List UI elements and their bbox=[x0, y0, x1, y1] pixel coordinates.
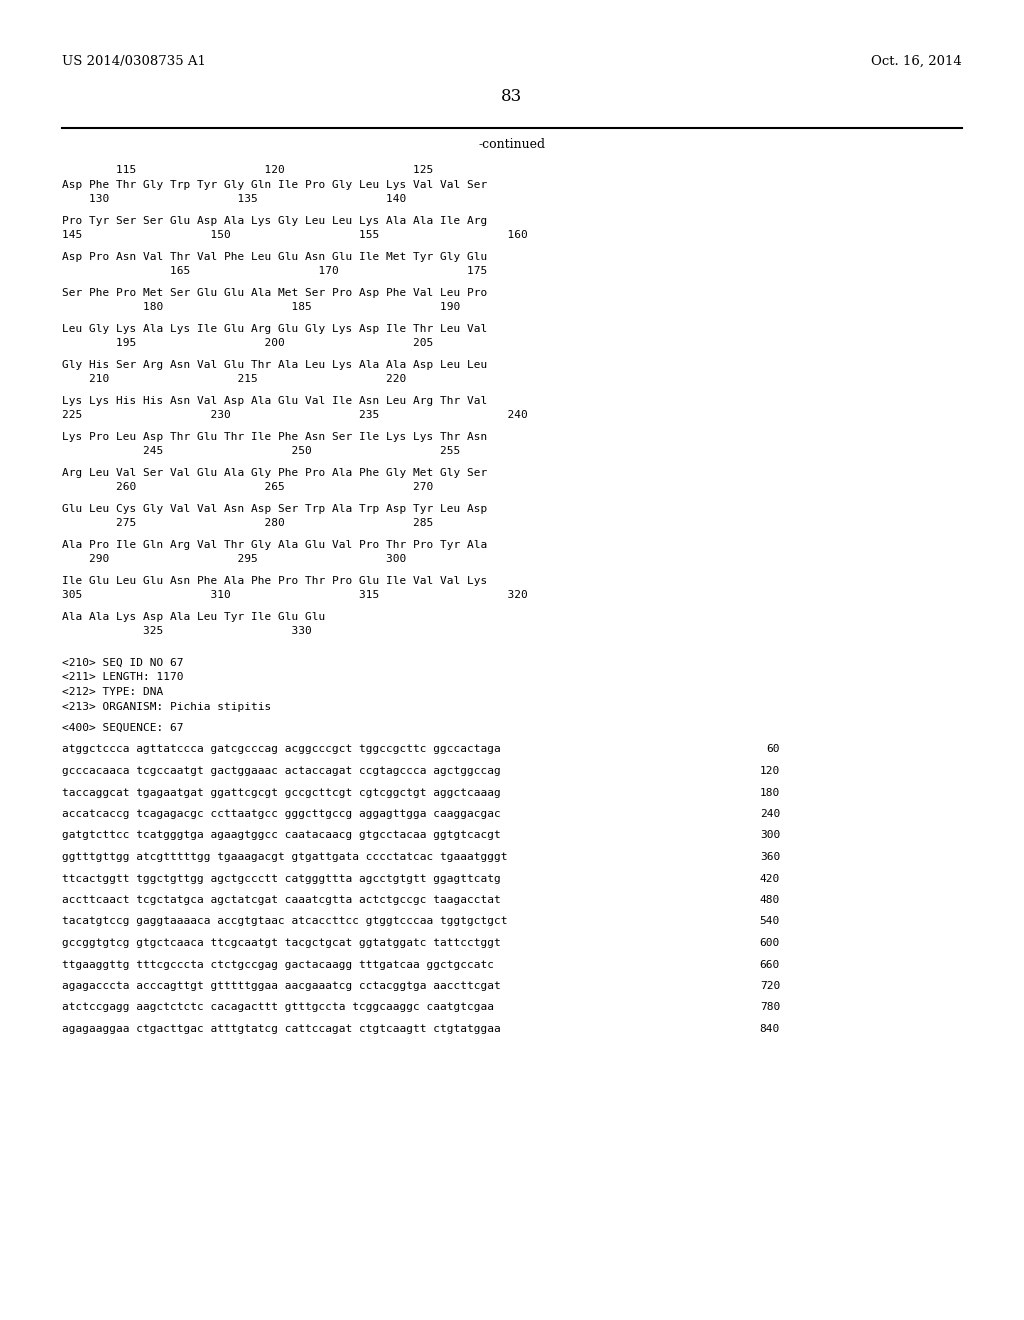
Text: 240: 240 bbox=[760, 809, 780, 818]
Text: 115                   120                   125: 115 120 125 bbox=[62, 165, 433, 176]
Text: Ala Pro Ile Gln Arg Val Thr Gly Ala Glu Val Pro Thr Pro Tyr Ala: Ala Pro Ile Gln Arg Val Thr Gly Ala Glu … bbox=[62, 540, 487, 549]
Text: 600: 600 bbox=[760, 939, 780, 948]
Text: Lys Pro Leu Asp Thr Glu Thr Ile Phe Asn Ser Ile Lys Lys Thr Asn: Lys Pro Leu Asp Thr Glu Thr Ile Phe Asn … bbox=[62, 432, 487, 441]
Text: gccggtgtcg gtgctcaaca ttcgcaatgt tacgctgcat ggtatggatc tattcctggt: gccggtgtcg gtgctcaaca ttcgcaatgt tacgctg… bbox=[62, 939, 501, 948]
Text: 305                   310                   315                   320: 305 310 315 320 bbox=[62, 590, 527, 601]
Text: Lys Lys His His Asn Val Asp Ala Glu Val Ile Asn Leu Arg Thr Val: Lys Lys His His Asn Val Asp Ala Glu Val … bbox=[62, 396, 487, 405]
Text: accatcaccg tcagagacgc ccttaatgcc gggcttgccg aggagttgga caaggacgac: accatcaccg tcagagacgc ccttaatgcc gggcttg… bbox=[62, 809, 501, 818]
Text: 165                   170                   175: 165 170 175 bbox=[62, 267, 487, 276]
Text: US 2014/0308735 A1: US 2014/0308735 A1 bbox=[62, 55, 206, 69]
Text: 130                   135                   140: 130 135 140 bbox=[62, 194, 407, 205]
Text: 420: 420 bbox=[760, 874, 780, 883]
Text: <211> LENGTH: 1170: <211> LENGTH: 1170 bbox=[62, 672, 183, 682]
Text: 275                   280                   285: 275 280 285 bbox=[62, 517, 433, 528]
Text: Ala Ala Lys Asp Ala Leu Tyr Ile Glu Glu: Ala Ala Lys Asp Ala Leu Tyr Ile Glu Glu bbox=[62, 611, 326, 622]
Text: 260                   265                   270: 260 265 270 bbox=[62, 482, 433, 492]
Text: 540: 540 bbox=[760, 916, 780, 927]
Text: ggtttgttgg atcgtttttgg tgaaagacgt gtgattgata cccctatcac tgaaatgggt: ggtttgttgg atcgtttttgg tgaaagacgt gtgatt… bbox=[62, 851, 508, 862]
Text: ttcactggtt tggctgttgg agctgccctt catgggttta agcctgtgtt ggagttcatg: ttcactggtt tggctgttgg agctgccctt catgggt… bbox=[62, 874, 501, 883]
Text: 245                   250                   255: 245 250 255 bbox=[62, 446, 460, 455]
Text: Asp Phe Thr Gly Trp Tyr Gly Gln Ile Pro Gly Leu Lys Val Val Ser: Asp Phe Thr Gly Trp Tyr Gly Gln Ile Pro … bbox=[62, 180, 487, 190]
Text: 60: 60 bbox=[767, 744, 780, 755]
Text: 360: 360 bbox=[760, 851, 780, 862]
Text: 120: 120 bbox=[760, 766, 780, 776]
Text: 225                   230                   235                   240: 225 230 235 240 bbox=[62, 411, 527, 420]
Text: ttgaaggttg tttcgcccta ctctgccgag gactacaagg tttgatcaa ggctgccatc: ttgaaggttg tttcgcccta ctctgccgag gactaca… bbox=[62, 960, 494, 969]
Text: <210> SEQ ID NO 67: <210> SEQ ID NO 67 bbox=[62, 657, 183, 668]
Text: Pro Tyr Ser Ser Glu Asp Ala Lys Gly Leu Leu Lys Ala Ala Ile Arg: Pro Tyr Ser Ser Glu Asp Ala Lys Gly Leu … bbox=[62, 215, 487, 226]
Text: Asp Pro Asn Val Thr Val Phe Leu Glu Asn Glu Ile Met Tyr Gly Glu: Asp Pro Asn Val Thr Val Phe Leu Glu Asn … bbox=[62, 252, 487, 261]
Text: Ile Glu Leu Glu Asn Phe Ala Phe Pro Thr Pro Glu Ile Val Val Lys: Ile Glu Leu Glu Asn Phe Ala Phe Pro Thr … bbox=[62, 576, 487, 586]
Text: agagaaggaa ctgacttgac atttgtatcg cattccagat ctgtcaagtt ctgtatggaa: agagaaggaa ctgacttgac atttgtatcg cattcca… bbox=[62, 1024, 501, 1034]
Text: 180                   185                   190: 180 185 190 bbox=[62, 302, 460, 312]
Text: tacatgtccg gaggtaaaaca accgtgtaac atcaccttcc gtggtcccaa tggtgctgct: tacatgtccg gaggtaaaaca accgtgtaac atcacc… bbox=[62, 916, 508, 927]
Text: 325                   330: 325 330 bbox=[62, 626, 311, 636]
Text: accttcaact tcgctatgca agctatcgat caaatcgtta actctgccgc taagacctat: accttcaact tcgctatgca agctatcgat caaatcg… bbox=[62, 895, 501, 906]
Text: 720: 720 bbox=[760, 981, 780, 991]
Text: <212> TYPE: DNA: <212> TYPE: DNA bbox=[62, 686, 163, 697]
Text: 300: 300 bbox=[760, 830, 780, 841]
Text: <213> ORGANISM: Pichia stipitis: <213> ORGANISM: Pichia stipitis bbox=[62, 701, 271, 711]
Text: taccaggcat tgagaatgat ggattcgcgt gccgcttcgt cgtcggctgt aggctcaaag: taccaggcat tgagaatgat ggattcgcgt gccgctt… bbox=[62, 788, 501, 797]
Text: Arg Leu Val Ser Val Glu Ala Gly Phe Pro Ala Phe Gly Met Gly Ser: Arg Leu Val Ser Val Glu Ala Gly Phe Pro … bbox=[62, 467, 487, 478]
Text: 840: 840 bbox=[760, 1024, 780, 1034]
Text: 780: 780 bbox=[760, 1002, 780, 1012]
Text: Oct. 16, 2014: Oct. 16, 2014 bbox=[871, 55, 962, 69]
Text: 290                   295                   300: 290 295 300 bbox=[62, 554, 407, 564]
Text: 145                   150                   155                   160: 145 150 155 160 bbox=[62, 230, 527, 240]
Text: Ser Phe Pro Met Ser Glu Glu Ala Met Ser Pro Asp Phe Val Leu Pro: Ser Phe Pro Met Ser Glu Glu Ala Met Ser … bbox=[62, 288, 487, 297]
Text: 210                   215                   220: 210 215 220 bbox=[62, 374, 407, 384]
Text: <400> SEQUENCE: 67: <400> SEQUENCE: 67 bbox=[62, 723, 183, 733]
Text: Leu Gly Lys Ala Lys Ile Glu Arg Glu Gly Lys Asp Ile Thr Leu Val: Leu Gly Lys Ala Lys Ile Glu Arg Glu Gly … bbox=[62, 323, 487, 334]
Text: Gly His Ser Arg Asn Val Glu Thr Ala Leu Lys Ala Ala Asp Leu Leu: Gly His Ser Arg Asn Val Glu Thr Ala Leu … bbox=[62, 359, 487, 370]
Text: gcccacaaca tcgccaatgt gactggaaac actaccagat ccgtagccca agctggccag: gcccacaaca tcgccaatgt gactggaaac actacca… bbox=[62, 766, 501, 776]
Text: 660: 660 bbox=[760, 960, 780, 969]
Text: 180: 180 bbox=[760, 788, 780, 797]
Text: gatgtcttcc tcatgggtga agaagtggcc caatacaacg gtgcctacaa ggtgtcacgt: gatgtcttcc tcatgggtga agaagtggcc caataca… bbox=[62, 830, 501, 841]
Text: atggctccca agttatccca gatcgcccag acggcccgct tggccgcttc ggccactaga: atggctccca agttatccca gatcgcccag acggccc… bbox=[62, 744, 501, 755]
Text: 480: 480 bbox=[760, 895, 780, 906]
Text: Glu Leu Cys Gly Val Val Asn Asp Ser Trp Ala Trp Asp Tyr Leu Asp: Glu Leu Cys Gly Val Val Asn Asp Ser Trp … bbox=[62, 503, 487, 513]
Text: 195                   200                   205: 195 200 205 bbox=[62, 338, 433, 348]
Text: -continued: -continued bbox=[478, 139, 546, 150]
Text: agagacccta acccagttgt gtttttggaa aacgaaatcg cctacggtga aaccttcgat: agagacccta acccagttgt gtttttggaa aacgaaa… bbox=[62, 981, 501, 991]
Text: atctccgagg aagctctctc cacagacttt gtttgccta tcggcaaggc caatgtcgaa: atctccgagg aagctctctc cacagacttt gtttgcc… bbox=[62, 1002, 494, 1012]
Text: 83: 83 bbox=[502, 88, 522, 106]
